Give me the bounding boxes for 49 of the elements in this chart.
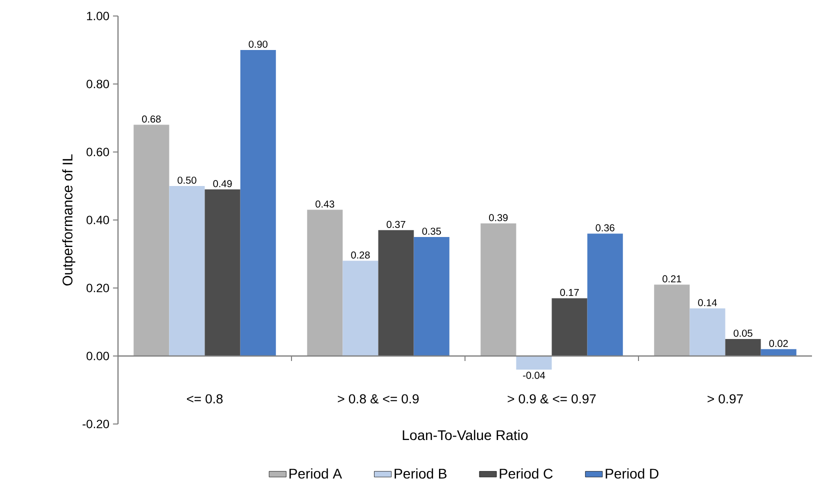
data-label: 0.17 xyxy=(560,288,579,296)
bar xyxy=(240,50,276,356)
bar xyxy=(134,124,170,356)
data-label: 0.39 xyxy=(489,214,508,222)
legend-label: Period A xyxy=(290,468,342,479)
y-tick-label: 0.00 xyxy=(86,352,110,360)
data-label: 0.05 xyxy=(734,330,752,337)
bar xyxy=(516,356,552,370)
bar xyxy=(654,284,690,356)
data-label: 0.35 xyxy=(422,228,441,235)
bar xyxy=(204,189,240,356)
data-label: 0.43 xyxy=(316,200,334,208)
x-tick-label: > 0.8 & <= 0.9 xyxy=(338,394,419,404)
bar xyxy=(307,210,343,356)
data-label: 0.28 xyxy=(351,252,370,259)
data-label: 0.37 xyxy=(386,220,406,228)
y-tick-label: 0.60 xyxy=(86,148,110,156)
bar xyxy=(587,234,623,356)
data-label: 0.21 xyxy=(662,275,682,282)
data-label: 0.49 xyxy=(213,180,232,188)
bar xyxy=(378,230,414,356)
data-label: 0.68 xyxy=(142,116,161,123)
y-tick-label: 0.20 xyxy=(86,284,110,292)
x-axis-title: Loan-To-Value Ratio xyxy=(402,430,528,440)
data-label: 0.90 xyxy=(248,40,268,48)
bar xyxy=(414,236,450,356)
data-label: 0.36 xyxy=(596,224,614,232)
y-tick-label: 1.00 xyxy=(87,12,110,20)
bar xyxy=(480,223,516,356)
legend-label: Period D xyxy=(606,468,658,479)
bar xyxy=(725,338,761,356)
y-tick-label: 0.40 xyxy=(86,216,110,224)
bar xyxy=(342,260,378,356)
data-label: 0.02 xyxy=(769,340,788,347)
y-axis-title: Outperformance of IL xyxy=(62,154,76,286)
bar xyxy=(169,186,205,356)
data-label: 0.14 xyxy=(698,299,717,306)
x-tick-label: > 0.97 xyxy=(708,394,743,404)
bar xyxy=(552,298,588,356)
legend-label: Period C xyxy=(500,468,553,479)
x-tick-label: <= 0.8 xyxy=(186,394,223,404)
y-tick-label: -0.20 xyxy=(82,420,110,428)
bar xyxy=(690,308,726,356)
y-tick-label: 0.80 xyxy=(86,80,110,88)
legend-label: Period B xyxy=(394,468,446,479)
data-label: -0.04 xyxy=(523,372,546,379)
bar xyxy=(760,349,796,356)
x-tick-label: > 0.9 & <= 0.97 xyxy=(508,394,596,404)
data-label: 0.50 xyxy=(178,176,196,184)
